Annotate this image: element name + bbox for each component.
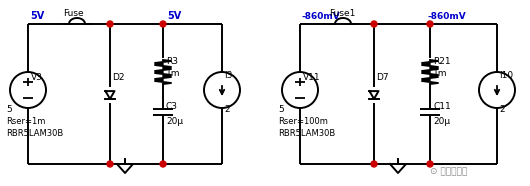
Text: 5V: 5V	[30, 11, 44, 21]
Text: -860mV: -860mV	[428, 12, 467, 21]
Circle shape	[371, 21, 377, 27]
Text: Rser=1m: Rser=1m	[6, 117, 46, 126]
Circle shape	[107, 161, 113, 167]
Text: 5: 5	[278, 105, 284, 114]
Text: 1m: 1m	[166, 69, 181, 78]
Circle shape	[371, 161, 377, 167]
Text: V11: V11	[303, 73, 321, 82]
Circle shape	[107, 21, 113, 27]
Text: 20μ: 20μ	[166, 117, 183, 126]
Text: I10: I10	[499, 71, 513, 80]
Text: D2: D2	[112, 73, 125, 82]
Circle shape	[427, 21, 433, 27]
Text: C11: C11	[433, 102, 450, 111]
Text: Rser=100m: Rser=100m	[278, 117, 328, 126]
Text: RBR5LAM30B: RBR5LAM30B	[6, 129, 63, 138]
Text: R3: R3	[166, 57, 178, 66]
Text: Fuse1: Fuse1	[329, 9, 356, 18]
Text: V3: V3	[31, 73, 43, 82]
Circle shape	[160, 161, 166, 167]
Text: ⊙ 电路一点通: ⊙ 电路一点通	[430, 167, 467, 176]
Text: 5V: 5V	[167, 11, 181, 21]
Circle shape	[160, 21, 166, 27]
Text: 2: 2	[224, 105, 229, 114]
Text: C3: C3	[166, 102, 178, 111]
Text: 1m: 1m	[433, 69, 447, 78]
Text: 5: 5	[6, 105, 12, 114]
Text: RBR5LAM30B: RBR5LAM30B	[278, 129, 335, 138]
Text: Fuse: Fuse	[63, 9, 84, 18]
Text: 20μ: 20μ	[433, 117, 450, 126]
Text: D7: D7	[376, 73, 388, 82]
Text: I3: I3	[224, 71, 232, 80]
Text: -860mV: -860mV	[302, 12, 341, 21]
Text: R21: R21	[433, 57, 450, 66]
Text: 2: 2	[499, 105, 505, 114]
Circle shape	[427, 161, 433, 167]
